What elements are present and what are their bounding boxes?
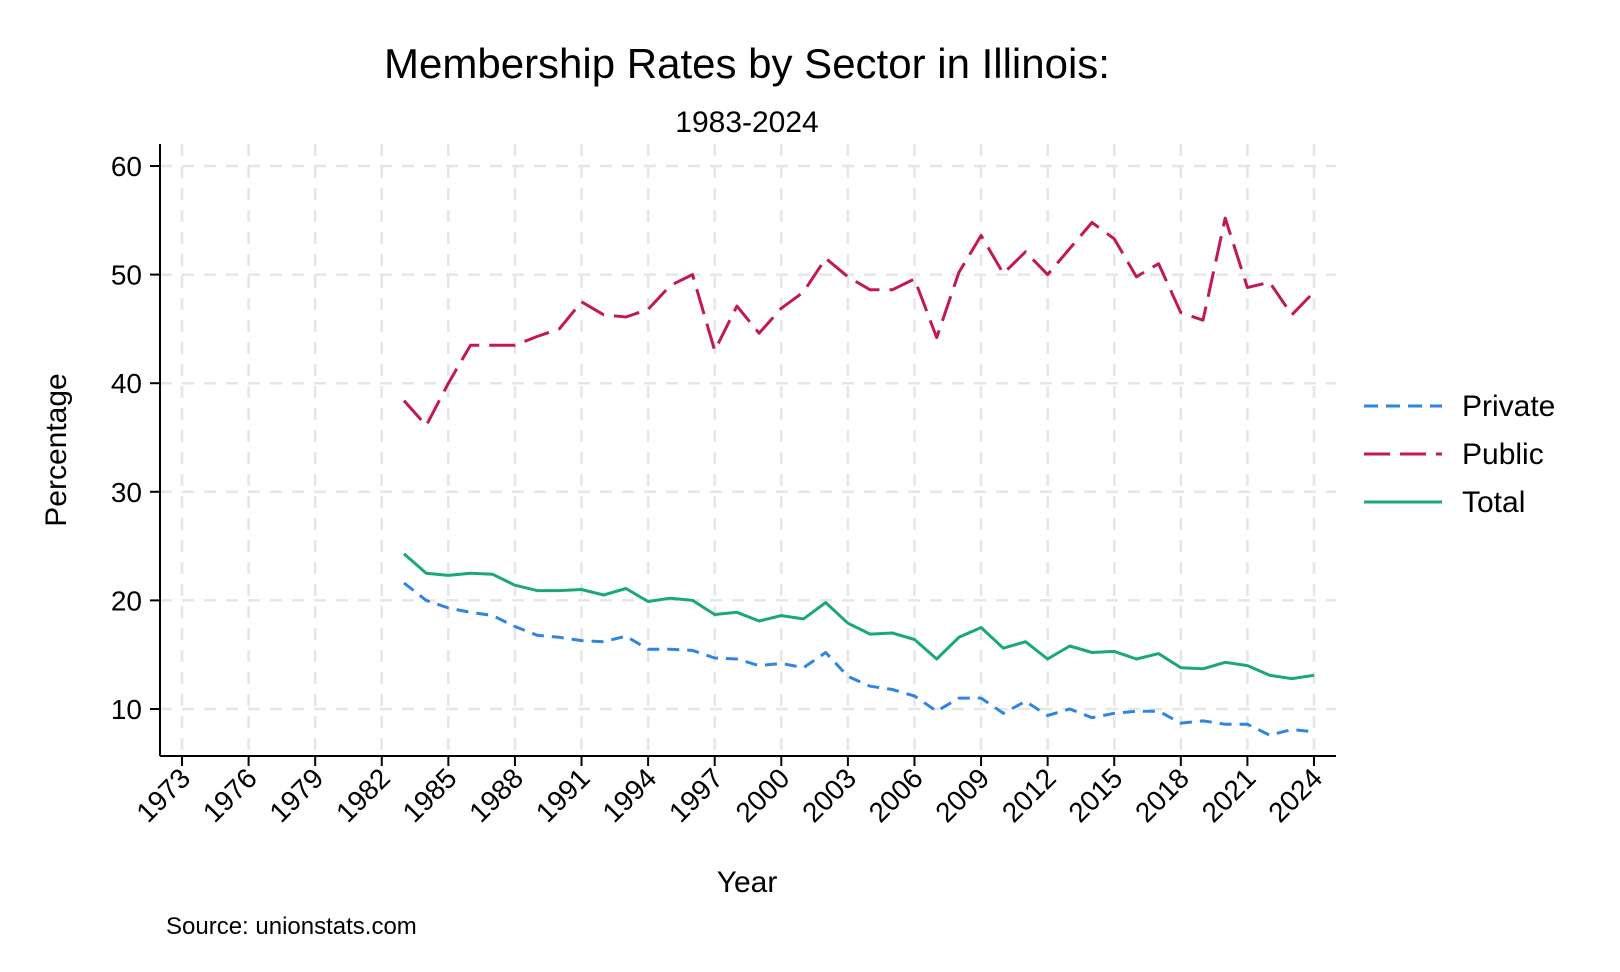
legend: Private Public Total bbox=[1364, 390, 1555, 519]
y-ticks: 10 20 30 40 50 60 bbox=[111, 151, 160, 725]
x-axis-title: Year bbox=[717, 866, 778, 899]
series-line-public bbox=[402, 216, 1316, 428]
series-line-private bbox=[403, 581, 1315, 737]
legend-item-public: Public bbox=[1364, 438, 1544, 471]
x-tick-label: 2003 bbox=[796, 762, 862, 828]
legend-label-private: Private bbox=[1462, 390, 1555, 423]
y-tick-label: 40 bbox=[111, 368, 142, 399]
x-tick-label: 2012 bbox=[996, 762, 1062, 828]
legend-item-private: Private bbox=[1364, 390, 1555, 423]
x-tick-label: 2024 bbox=[1262, 762, 1328, 828]
y-axis-title: Percentage bbox=[40, 373, 73, 526]
x-tick-label: 1988 bbox=[463, 762, 529, 828]
y-tick-label: 50 bbox=[111, 260, 142, 291]
x-tick-label: 2009 bbox=[929, 762, 995, 828]
source-note: Source: unionstats.com bbox=[166, 913, 417, 940]
y-tick-label: 60 bbox=[111, 151, 142, 182]
x-tick-label: 1997 bbox=[663, 762, 729, 828]
legend-label-total: Total bbox=[1462, 486, 1525, 519]
x-tick-label: 1994 bbox=[596, 762, 662, 828]
x-tick-label: 2000 bbox=[730, 762, 796, 828]
y-tick-label: 20 bbox=[111, 585, 142, 616]
x-tick-label: 1985 bbox=[397, 762, 463, 828]
x-ticks: 1973 1976 1979 1982 1985 1988 1991 1994 1997 2000… bbox=[130, 756, 1328, 828]
legend-item-total: Total bbox=[1364, 486, 1525, 519]
x-tick-label: 1976 bbox=[197, 762, 263, 828]
chart-subtitle: 1983-2024 bbox=[675, 106, 818, 139]
axes bbox=[159, 144, 1336, 757]
x-tick-label: 1991 bbox=[530, 762, 596, 828]
x-tick-label: 2021 bbox=[1196, 762, 1262, 828]
legend-label-public: Public bbox=[1462, 438, 1544, 471]
x-tick-label: 1982 bbox=[330, 762, 396, 828]
series-line-total bbox=[403, 552, 1315, 681]
y-tick-label: 10 bbox=[111, 694, 142, 725]
x-tick-label: 1979 bbox=[263, 762, 329, 828]
series bbox=[402, 216, 1316, 737]
chart-title: Membership Rates by Sector in Illinois: bbox=[384, 40, 1110, 87]
x-tick-label: 1973 bbox=[130, 762, 196, 828]
x-tick-label: 2018 bbox=[1129, 762, 1195, 828]
x-tick-label: 2015 bbox=[1063, 762, 1129, 828]
grid bbox=[160, 144, 1336, 756]
x-tick-label: 2006 bbox=[863, 762, 929, 828]
y-tick-label: 30 bbox=[111, 477, 142, 508]
